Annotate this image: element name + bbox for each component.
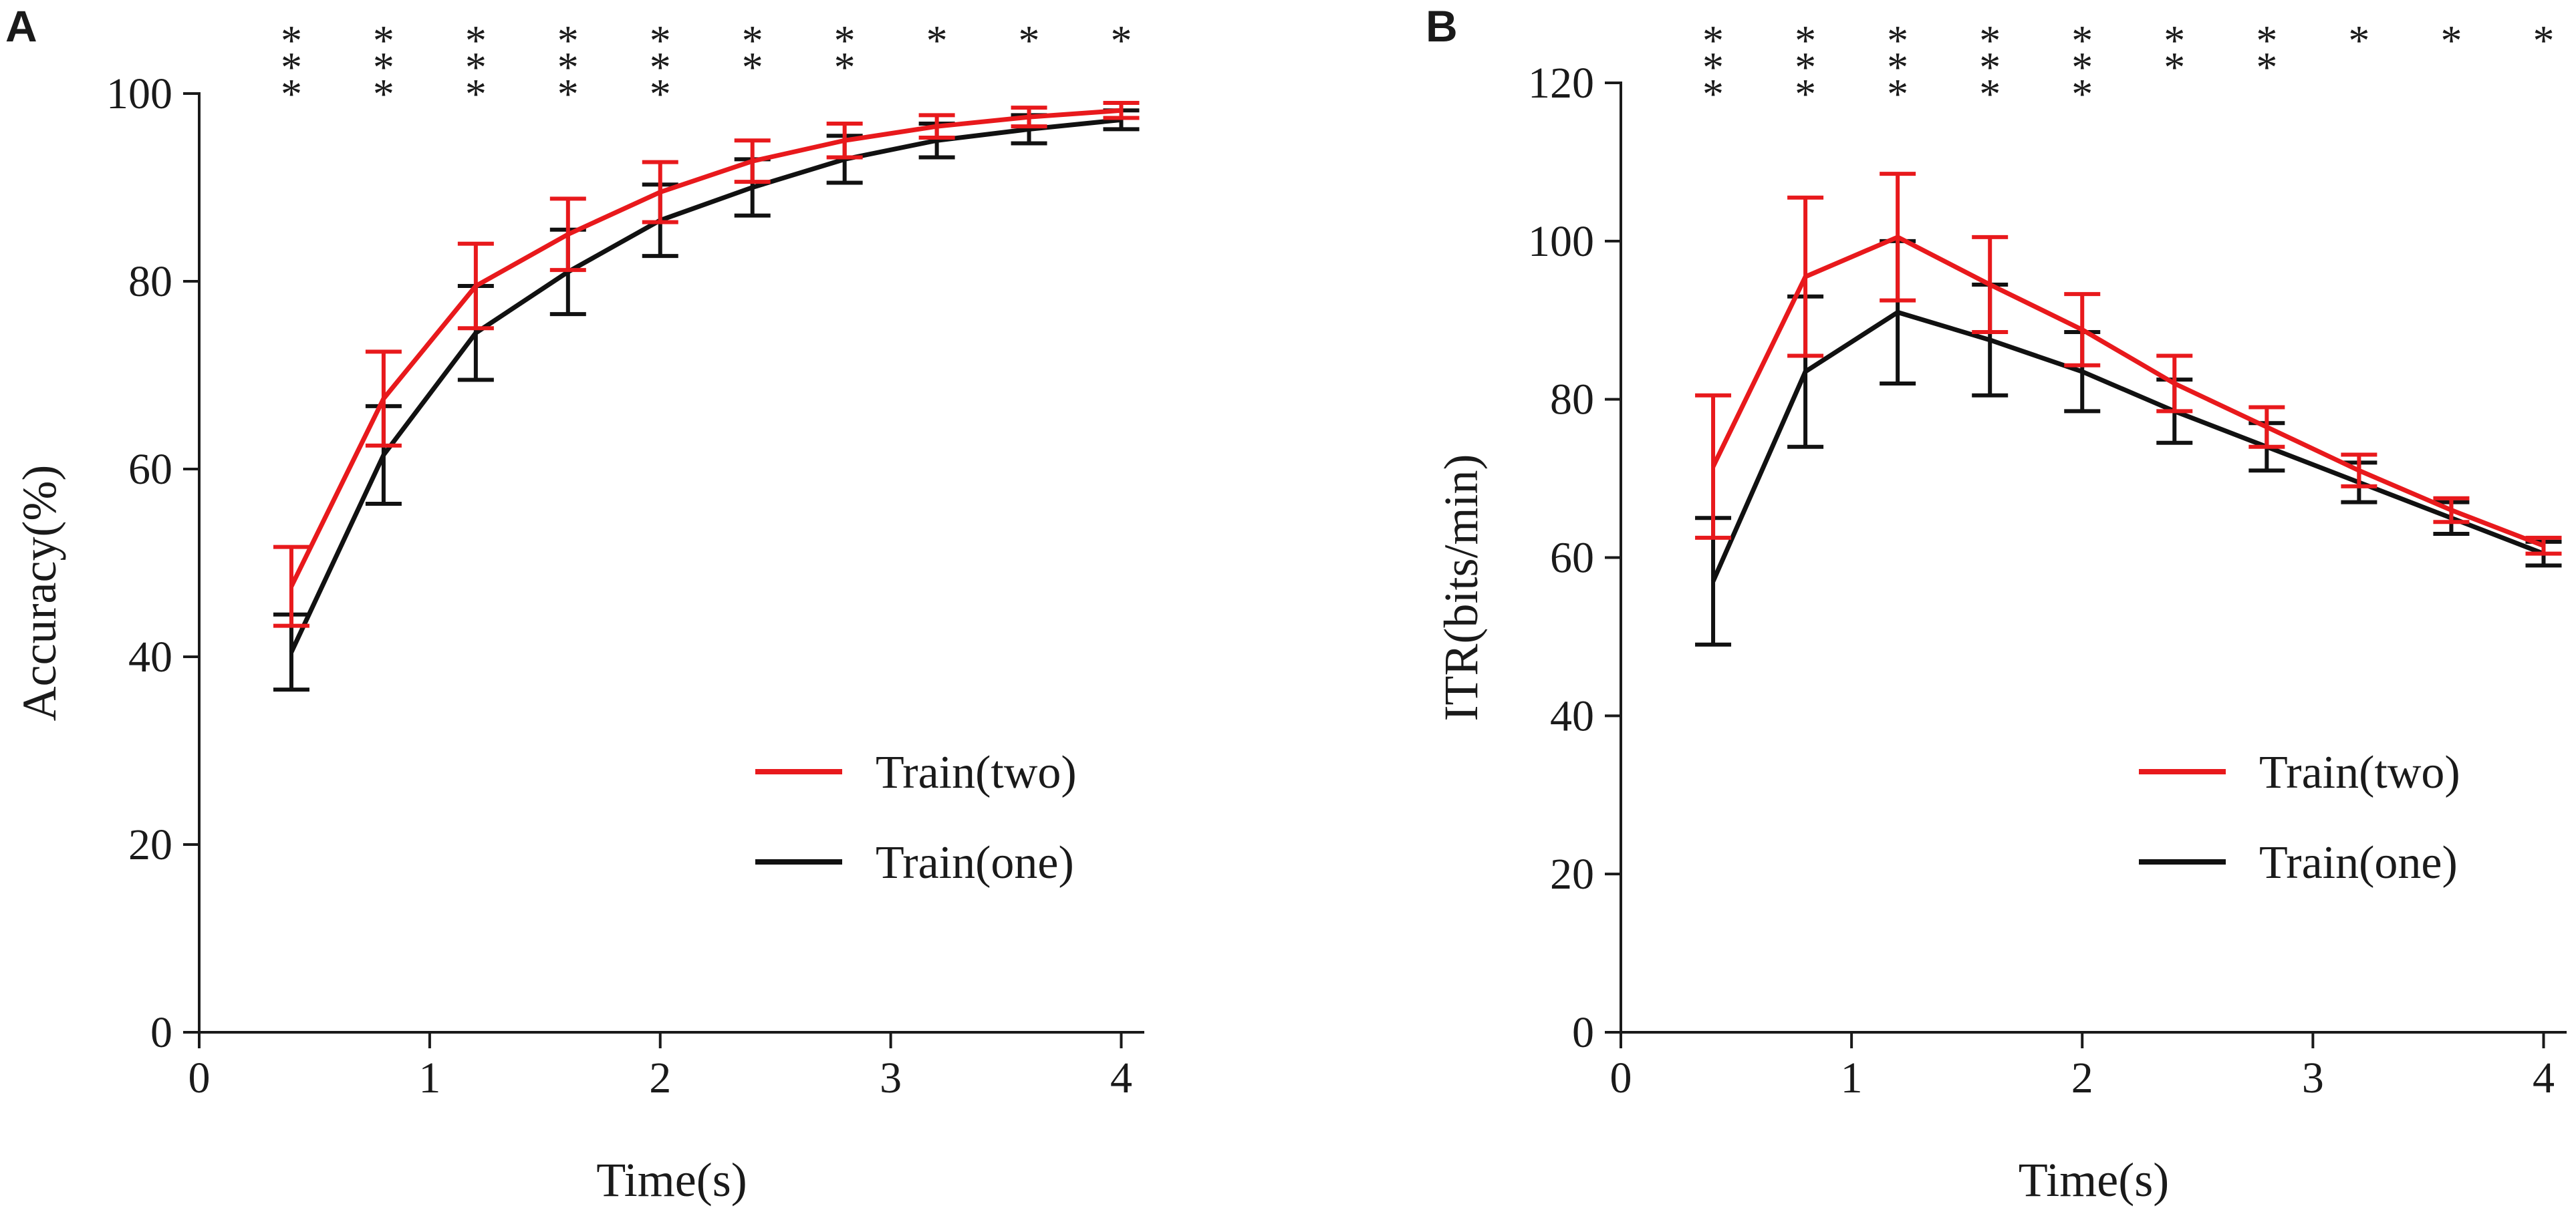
error-bar: [1103, 101, 1140, 120]
error-bar: [1880, 172, 1916, 303]
y-tick-label: 20: [128, 820, 172, 869]
y-tick-label: 20: [1550, 850, 1594, 899]
x-tick-label: 3: [2302, 1054, 2324, 1102]
x-tick-label: 1: [1841, 1054, 1863, 1102]
y-tick-label: 60: [1550, 534, 1594, 583]
significance-marker: * * *: [373, 17, 394, 118]
significance-marker: * *: [2164, 17, 2185, 91]
error-bar: [365, 349, 402, 448]
significance-marker: *: [2348, 17, 2369, 64]
significance-marker: * *: [742, 17, 763, 91]
y-tick-label: 0: [150, 1008, 172, 1057]
error-bar: [2064, 292, 2101, 367]
significance-marker: * * *: [465, 17, 487, 118]
y-axis-label: Accuracy(%): [13, 465, 66, 722]
error-bar: [2525, 535, 2562, 556]
significance-marker: *: [2533, 17, 2554, 64]
x-tick-label: 2: [649, 1054, 671, 1102]
error-bar: [1972, 235, 2009, 335]
error-bar: [642, 160, 678, 224]
error-bar: [734, 138, 771, 184]
x-tick-label: 4: [1110, 1054, 1132, 1102]
series-line: [1710, 235, 2545, 549]
significance-marker: * * *: [1795, 17, 1816, 118]
error-bar: [2433, 496, 2470, 524]
significance-marker: * * *: [2071, 17, 2093, 118]
error-bar: [457, 241, 494, 331]
significance-marker: *: [1111, 17, 1132, 64]
significance-marker: * * *: [1887, 17, 1908, 118]
error-bar: [549, 196, 586, 273]
series-line: [289, 108, 1122, 588]
significance-marker: * *: [2256, 17, 2277, 91]
y-tick-label: 100: [1528, 217, 1594, 266]
error-bar: [273, 545, 309, 628]
x-tick-label: 1: [418, 1054, 440, 1102]
panel-letter: A: [5, 1, 37, 51]
y-tick-label: 100: [106, 69, 172, 118]
error-bar: [1695, 393, 1732, 540]
significance-marker: * * *: [1979, 17, 2001, 118]
panel-letter: B: [1426, 1, 1458, 51]
series-train-two: [273, 101, 1140, 628]
x-tick-label: 0: [1610, 1054, 1632, 1102]
significance-marker: * * *: [281, 17, 302, 118]
legend-label: Train(two): [876, 747, 1077, 798]
y-tick-label: 0: [1572, 1008, 1594, 1057]
y-tick-label: 60: [128, 445, 172, 494]
series-line: [289, 117, 1122, 653]
legend-label: Train(one): [2259, 837, 2458, 889]
chart-panel-b: B 0 20 40 60 80 100 120 0 1 2 3 4 Time(s) ITR(bits/min…: [1426, 1, 2567, 1207]
error-bar: [1011, 106, 1047, 129]
significance-marker: * * *: [650, 17, 671, 118]
significance-marker: *: [1019, 17, 1040, 64]
legend-label: Train(two): [2259, 747, 2460, 798]
x-tick-label: 2: [2071, 1054, 2093, 1102]
error-bar: [2156, 353, 2193, 414]
x-axis-label: Time(s): [596, 1153, 747, 1207]
y-tick-label: 80: [128, 257, 172, 306]
series-line: [1710, 309, 2545, 583]
x-tick-label: 4: [2533, 1054, 2555, 1102]
x-axis-label: Time(s): [2019, 1153, 2169, 1207]
error-bar: [1787, 195, 1824, 358]
significance-marker: * * *: [557, 17, 579, 118]
error-bar: [918, 113, 955, 140]
significance-marker: *: [2440, 17, 2462, 64]
significance-marker: * *: [834, 17, 856, 91]
error-bar: [826, 121, 863, 160]
y-tick-label: 40: [1550, 692, 1594, 740]
x-tick-label: 0: [188, 1054, 211, 1102]
y-tick-label: 40: [128, 633, 172, 681]
significance-marker: *: [926, 17, 948, 64]
y-tick-label: 80: [1550, 375, 1594, 424]
y-tick-label: 120: [1528, 59, 1594, 108]
y-axis-label: ITR(bits/min): [1434, 454, 1488, 722]
legend-label: Train(one): [876, 837, 1074, 889]
significance-marker: * * *: [1702, 17, 1724, 118]
error-bar: [2248, 405, 2285, 449]
series-train-two: [1695, 172, 2562, 556]
x-tick-label: 3: [880, 1054, 902, 1102]
error-bar: [2341, 452, 2377, 488]
